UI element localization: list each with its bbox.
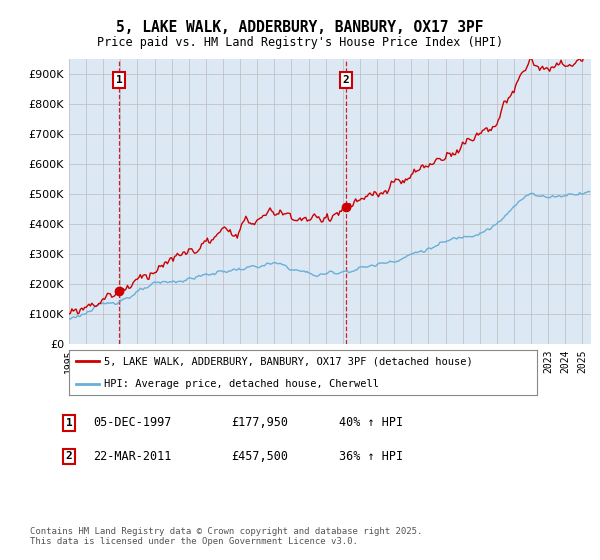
Text: 05-DEC-1997: 05-DEC-1997 [93,416,172,430]
Text: HPI: Average price, detached house, Cherwell: HPI: Average price, detached house, Cher… [104,379,379,389]
Text: 22-MAR-2011: 22-MAR-2011 [93,450,172,463]
Text: 40% ↑ HPI: 40% ↑ HPI [339,416,403,430]
Text: Contains HM Land Registry data © Crown copyright and database right 2025.
This d: Contains HM Land Registry data © Crown c… [30,526,422,546]
Text: 2: 2 [65,451,73,461]
Text: Price paid vs. HM Land Registry's House Price Index (HPI): Price paid vs. HM Land Registry's House … [97,36,503,49]
Text: 1: 1 [65,418,73,428]
Text: 36% ↑ HPI: 36% ↑ HPI [339,450,403,463]
Text: 1: 1 [116,75,122,85]
Text: 5, LAKE WALK, ADDERBURY, BANBURY, OX17 3PF (detached house): 5, LAKE WALK, ADDERBURY, BANBURY, OX17 3… [104,356,473,366]
Text: 5, LAKE WALK, ADDERBURY, BANBURY, OX17 3PF: 5, LAKE WALK, ADDERBURY, BANBURY, OX17 3… [116,20,484,35]
Text: £457,500: £457,500 [231,450,288,463]
Text: £177,950: £177,950 [231,416,288,430]
Text: 2: 2 [343,75,349,85]
